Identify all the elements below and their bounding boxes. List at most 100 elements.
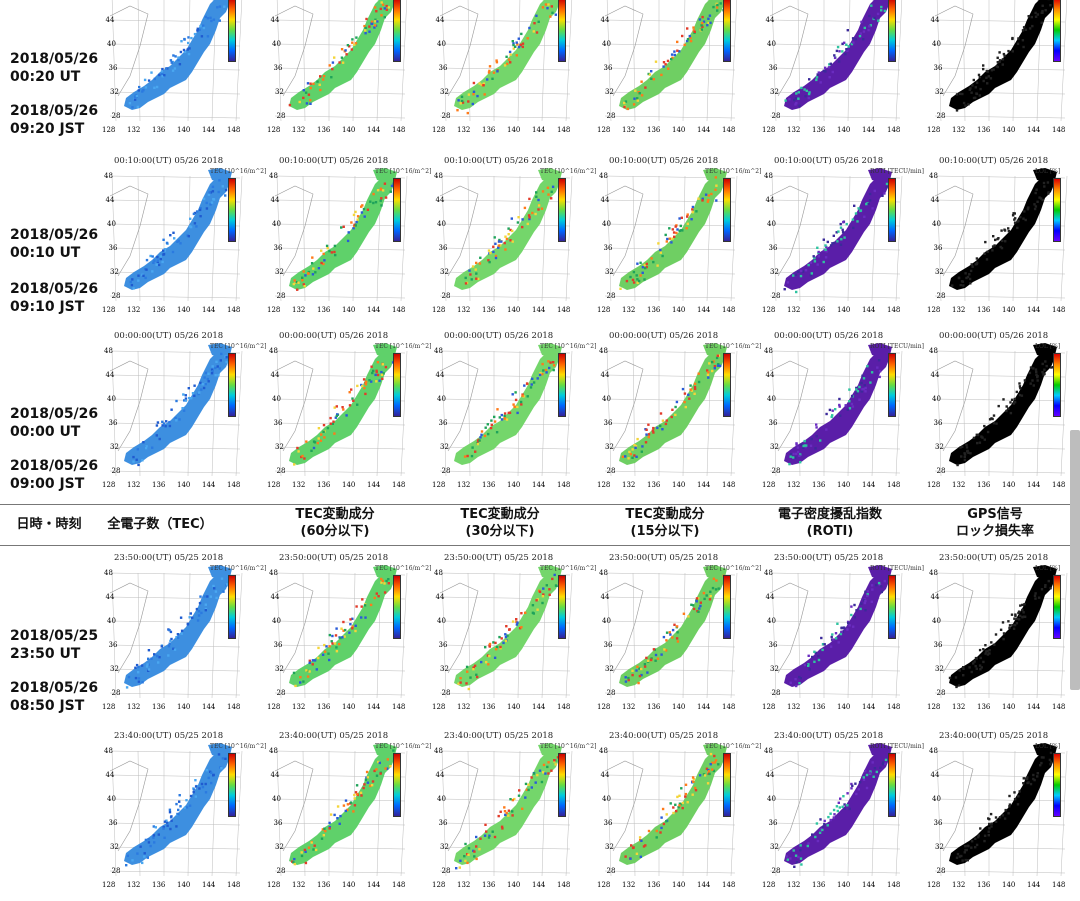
lon-tick-label: 128 bbox=[597, 306, 610, 314]
data-point bbox=[633, 454, 635, 456]
data-point bbox=[132, 456, 134, 458]
data-point bbox=[674, 414, 676, 416]
data-point bbox=[353, 214, 355, 216]
data-point bbox=[876, 366, 878, 368]
data-point bbox=[180, 40, 182, 42]
data-point bbox=[489, 65, 491, 67]
data-point bbox=[662, 420, 664, 422]
data-point bbox=[682, 807, 684, 809]
data-point bbox=[631, 670, 633, 672]
data-point bbox=[636, 97, 638, 99]
data-point bbox=[1032, 778, 1034, 780]
data-point bbox=[695, 210, 697, 212]
colorbar-title: ROTI [TECU/min] bbox=[870, 343, 924, 350]
data-point bbox=[380, 204, 382, 206]
data-point bbox=[882, 763, 884, 765]
data-point bbox=[961, 280, 963, 282]
map-timestamp: 00:10:00(UT) 05/26 2018 bbox=[774, 156, 883, 166]
data-point bbox=[1030, 382, 1032, 384]
data-point bbox=[549, 594, 551, 596]
data-point bbox=[816, 247, 818, 249]
lon-tick-label: 136 bbox=[482, 306, 496, 314]
data-point bbox=[212, 774, 214, 776]
data-point bbox=[317, 657, 319, 659]
data-point bbox=[990, 77, 992, 79]
grid-line bbox=[605, 296, 735, 298]
data-point bbox=[368, 31, 370, 33]
scrollbar[interactable] bbox=[1070, 430, 1080, 690]
grid-line bbox=[440, 447, 570, 449]
lon-tick-label: 144 bbox=[367, 126, 381, 134]
data-point bbox=[169, 425, 171, 427]
lon-tick-label: 140 bbox=[672, 703, 685, 711]
data-point bbox=[161, 261, 163, 263]
data-point bbox=[307, 82, 309, 84]
data-point bbox=[824, 820, 826, 822]
data-point bbox=[149, 845, 151, 847]
data-point bbox=[674, 54, 676, 56]
data-point bbox=[719, 365, 721, 367]
colorbar bbox=[723, 178, 731, 242]
lat-tick-label: 44 bbox=[766, 371, 775, 379]
data-point bbox=[648, 433, 650, 435]
data-point bbox=[986, 258, 988, 260]
lon-tick-label: 140 bbox=[342, 703, 355, 711]
data-point bbox=[177, 637, 179, 639]
data-point bbox=[542, 6, 544, 8]
data-point bbox=[354, 630, 356, 632]
data-point bbox=[150, 71, 152, 73]
data-point bbox=[547, 761, 549, 763]
data-point bbox=[991, 823, 993, 825]
colorbar bbox=[558, 178, 566, 242]
data-point bbox=[328, 250, 330, 252]
lat-tick-label: 36 bbox=[109, 641, 118, 649]
data-point bbox=[717, 365, 719, 367]
data-point bbox=[489, 643, 491, 645]
data-point bbox=[807, 842, 809, 844]
data-point bbox=[154, 78, 156, 80]
data-point bbox=[475, 268, 477, 270]
data-point bbox=[660, 827, 662, 829]
data-point bbox=[958, 684, 960, 686]
data-point bbox=[968, 666, 970, 668]
data-point bbox=[490, 419, 492, 421]
data-point bbox=[352, 810, 354, 812]
data-point bbox=[468, 269, 470, 271]
lat-tick-label: 36 bbox=[769, 64, 778, 72]
data-point bbox=[208, 380, 210, 382]
data-point bbox=[1007, 227, 1009, 229]
data-point bbox=[1016, 391, 1018, 393]
data-point bbox=[206, 202, 208, 204]
grid-line bbox=[440, 847, 570, 849]
data-point bbox=[786, 855, 788, 857]
data-point bbox=[527, 395, 529, 397]
lon-tick-label: 132 bbox=[127, 306, 140, 314]
data-point bbox=[813, 255, 815, 257]
data-point bbox=[624, 855, 626, 857]
continent-coastline bbox=[770, 6, 808, 96]
data-point bbox=[685, 793, 687, 795]
data-point bbox=[846, 804, 848, 806]
lon-tick-label: 140 bbox=[837, 481, 850, 489]
data-point bbox=[501, 414, 503, 416]
data-point bbox=[850, 787, 852, 789]
lon-tick-label: 128 bbox=[927, 703, 940, 711]
data-point bbox=[1024, 616, 1026, 618]
data-point bbox=[322, 78, 324, 80]
data-point bbox=[189, 805, 191, 807]
lat-tick-label: 40 bbox=[602, 617, 611, 625]
lon-tick-label: 136 bbox=[812, 703, 826, 711]
grid-line bbox=[110, 471, 240, 473]
data-point bbox=[174, 55, 176, 57]
data-point bbox=[1036, 375, 1038, 377]
data-point bbox=[163, 837, 165, 839]
data-point bbox=[336, 817, 338, 819]
data-point bbox=[663, 61, 665, 63]
data-point bbox=[555, 763, 557, 765]
data-point bbox=[222, 185, 224, 187]
data-point bbox=[715, 759, 717, 761]
data-point bbox=[475, 858, 477, 860]
data-point bbox=[824, 249, 826, 251]
